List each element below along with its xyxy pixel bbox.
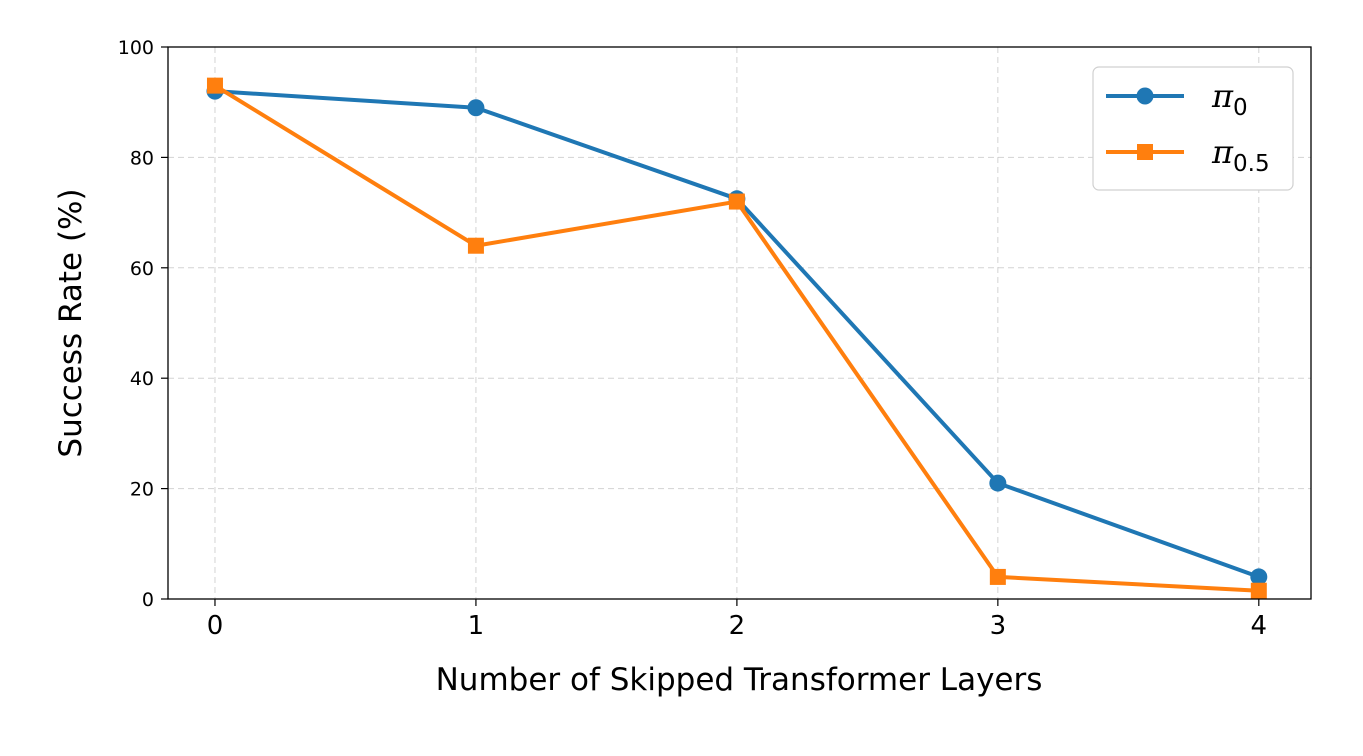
data-point <box>1250 568 1268 586</box>
data-point <box>989 474 1007 492</box>
y-tick-label: 0 <box>142 589 154 611</box>
data-point <box>728 193 745 210</box>
data-point <box>1250 582 1267 599</box>
y-tick-label: 60 <box>130 258 154 280</box>
series-1 <box>206 77 1267 599</box>
plot-frame <box>167 46 1312 600</box>
legend-marker <box>1136 87 1154 105</box>
series-layer <box>206 77 1268 599</box>
legend-label: π0 <box>1211 77 1248 121</box>
y-tick-label: 40 <box>130 368 154 390</box>
x-tick-label: 1 <box>468 611 485 641</box>
legend-label: π0.5 <box>1211 133 1270 177</box>
data-point <box>467 99 485 117</box>
legend-entry: π0.5 <box>1106 133 1270 177</box>
legend-marker <box>1137 144 1153 160</box>
legend: π0 π0.5 <box>1092 66 1294 191</box>
x-axis-title: Number of Skipped Transformer Layers <box>436 662 1043 698</box>
x-tick-label: 4 <box>1251 611 1268 641</box>
y-tick-label: 80 <box>130 147 154 169</box>
data-point <box>467 237 484 254</box>
data-point <box>989 568 1006 585</box>
y-axis-title: Success Rate (%) <box>53 188 89 457</box>
data-point <box>206 77 223 94</box>
legend-entry: π0 <box>1106 77 1248 121</box>
x-tick-label: 2 <box>729 611 746 641</box>
x-tick-label: 3 <box>990 611 1007 641</box>
y-tick-label: 100 <box>118 37 154 59</box>
y-tick-label: 20 <box>130 479 154 501</box>
x-tick-label: 0 <box>207 611 224 641</box>
